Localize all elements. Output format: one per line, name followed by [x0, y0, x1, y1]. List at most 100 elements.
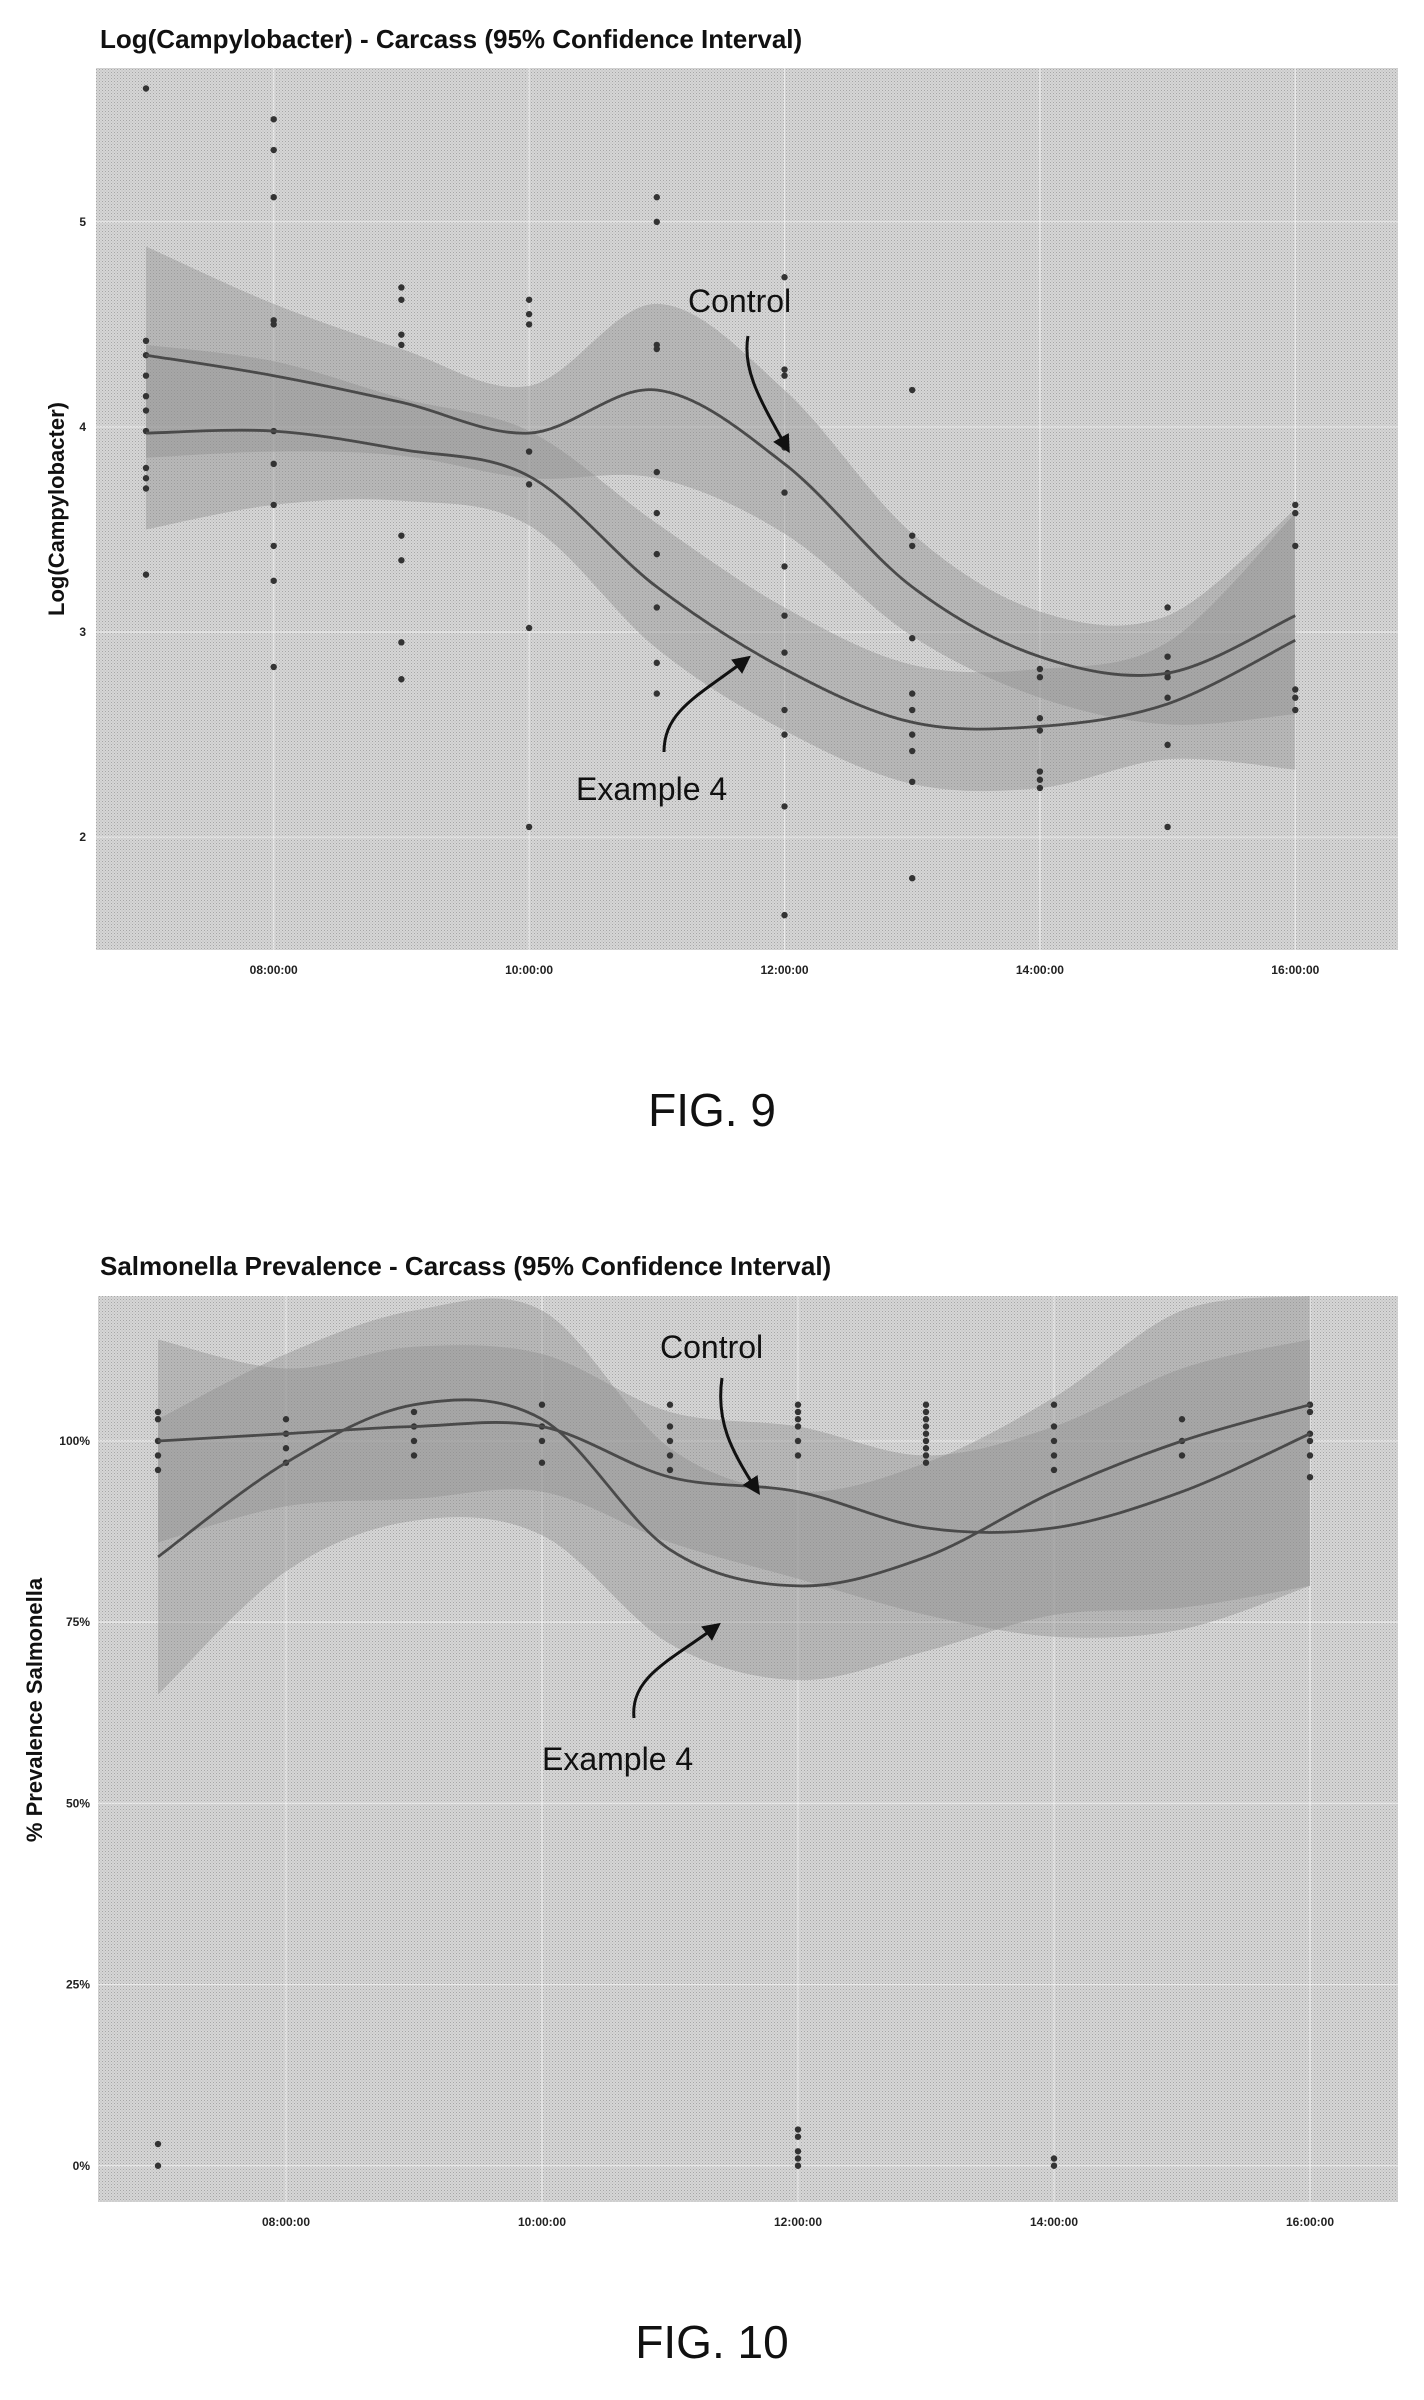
data-point	[1178, 1416, 1186, 1423]
grid-lines	[96, 68, 1398, 950]
data-point	[653, 690, 660, 697]
data-point	[410, 1452, 418, 1459]
data-point	[1050, 2162, 1058, 2169]
data-point	[922, 1459, 930, 1466]
data-point	[922, 1408, 930, 1416]
data-point	[781, 612, 788, 619]
data-point	[142, 571, 150, 578]
data-point	[142, 407, 150, 414]
data-point	[653, 468, 660, 476]
data-point	[1292, 706, 1299, 714]
data-point	[154, 1408, 162, 1416]
data-point	[1292, 501, 1299, 509]
y-tick-label: 2	[79, 830, 86, 844]
series-line-control	[145, 353, 1296, 677]
data-point	[794, 1401, 802, 1408]
y-tick-label: 3	[79, 625, 86, 639]
series-lines	[157, 1398, 1311, 1588]
data-point	[922, 1452, 930, 1459]
data-point	[270, 116, 277, 123]
data-point	[794, 2148, 802, 2155]
data-point	[154, 1416, 162, 1423]
data-point	[1178, 1452, 1186, 1459]
data-point	[142, 392, 150, 400]
annotations: Control Example 4	[576, 283, 791, 807]
data-point	[282, 1445, 290, 1452]
data-point	[653, 509, 660, 517]
x-tick-label: 14:00:00	[1030, 2215, 1078, 2229]
data-point	[525, 310, 533, 318]
series-line-example-4	[157, 1398, 1311, 1588]
data-point	[1164, 653, 1171, 660]
data-point	[270, 194, 277, 201]
data-point	[909, 747, 916, 755]
data-point	[154, 1466, 162, 1474]
data-point	[398, 296, 405, 303]
y-axis-label: % Prevalence Salmonella	[22, 1577, 47, 1842]
data-point	[398, 284, 405, 291]
data-point	[1036, 673, 1044, 681]
data-point	[653, 550, 660, 558]
series-lines	[145, 353, 1296, 731]
data-point	[270, 321, 277, 328]
data-point	[666, 1423, 674, 1430]
data-point	[909, 532, 916, 539]
data-point	[1050, 1401, 1058, 1408]
data-point	[538, 1437, 546, 1445]
data-point	[1164, 741, 1171, 749]
control-arrow	[745, 335, 790, 454]
x-tick-label: 10:00:00	[518, 2215, 566, 2229]
data-point	[922, 1430, 930, 1437]
data-point	[1164, 604, 1171, 611]
data-point	[781, 731, 788, 738]
data-point	[653, 194, 660, 201]
data-point	[1164, 694, 1171, 701]
data-point	[781, 274, 788, 281]
y-axis-ticks: 0% 25% 50% 75% 100%	[59, 1434, 90, 2173]
data-point	[1050, 2155, 1058, 2162]
data-point	[909, 706, 916, 714]
data-point	[1036, 727, 1044, 734]
chart-title: Log(Campylobacter) - Carcass (95% Confid…	[100, 24, 802, 54]
data-point	[525, 823, 533, 831]
y-tick-label: 4	[79, 420, 86, 434]
salmonella-chart: Salmonella Prevalence - Carcass (95% Con…	[22, 1251, 1398, 2368]
data-point	[909, 875, 916, 882]
x-tick-label: 12:00:00	[774, 2215, 822, 2229]
data-point	[525, 448, 533, 455]
data-point	[653, 345, 660, 353]
data-point	[538, 1401, 546, 1408]
data-point	[909, 690, 916, 697]
data-point	[1292, 694, 1299, 701]
confidence-bands	[158, 1296, 1310, 1695]
data-point	[781, 803, 788, 810]
data-point	[794, 2155, 802, 2162]
data-point	[1036, 665, 1044, 673]
example4-arrow	[662, 655, 751, 753]
data-point	[398, 639, 405, 646]
data-point	[398, 341, 405, 349]
data-point	[282, 1416, 290, 1423]
y-tick-label: 50%	[66, 1796, 90, 1810]
data-point	[794, 1423, 802, 1430]
data-point	[781, 649, 788, 656]
x-tick-label: 10:00:00	[505, 963, 553, 977]
data-point	[1050, 1466, 1058, 1474]
data-point	[525, 296, 533, 303]
data-point	[781, 489, 788, 496]
data-point	[1036, 776, 1044, 783]
confidence-bands	[146, 246, 1296, 792]
data-point	[1306, 1408, 1314, 1416]
data-point	[1292, 542, 1299, 550]
data-point	[781, 372, 788, 379]
chart-title: Salmonella Prevalence - Carcass (95% Con…	[100, 1251, 831, 1281]
data-point	[154, 2162, 162, 2169]
data-point	[909, 635, 916, 642]
example4-annotation: Example 4	[542, 1741, 693, 1777]
data-point	[909, 542, 916, 550]
data-point	[525, 624, 533, 632]
ci-band-control	[146, 246, 1296, 725]
y-tick-label: 5	[79, 215, 86, 229]
data-point	[525, 321, 533, 328]
data-point	[525, 481, 533, 488]
